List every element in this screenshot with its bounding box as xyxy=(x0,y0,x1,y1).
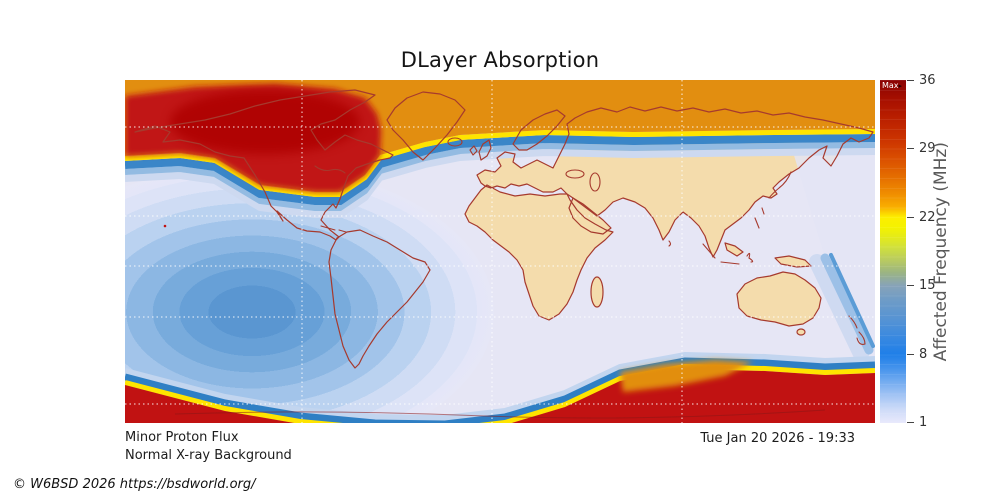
north-polar-band xyxy=(125,80,875,215)
auroral-cell-core xyxy=(170,90,360,154)
map-canvas xyxy=(125,80,875,423)
proton-flux-status: Minor Proton Flux xyxy=(125,430,239,445)
pacific-day-cell xyxy=(125,165,494,423)
condition-annotations: Minor Proton Flux Normal X-ray Backgroun… xyxy=(125,429,292,465)
world-absorption-map xyxy=(125,80,875,423)
tick-dash xyxy=(907,421,914,424)
graticule xyxy=(125,80,875,423)
south-orange-cell xyxy=(620,360,753,392)
copyright-notice: © W6BSD 2026 https://bsdworld.org/ xyxy=(13,477,256,492)
colorbar-tick-22: 22 xyxy=(907,210,936,226)
antarctic-coast-line xyxy=(174,409,826,419)
tick-dash xyxy=(907,216,914,219)
xray-background-status: Normal X-ray Background xyxy=(125,448,292,463)
max-wedge-icon: ▸ xyxy=(898,82,903,90)
colorbar-tick-15: 15 xyxy=(907,278,936,294)
colorbar-tick-8: 8 xyxy=(907,347,927,363)
colorbar-tick-36: 36 xyxy=(907,73,936,89)
page-title: DLayer Absorption xyxy=(400,48,600,72)
tick-dash xyxy=(907,284,914,287)
small-island-marker xyxy=(163,224,167,228)
map-timestamp: Tue Jan 20 2026 - 19:33 xyxy=(700,431,855,446)
coastlines xyxy=(134,89,874,369)
south-polar-band xyxy=(125,355,875,423)
tick-dash xyxy=(907,353,914,356)
colorbar-axis-label: Affected Frequency (MHz) xyxy=(931,141,951,362)
colorbar xyxy=(880,80,906,423)
tick-dash xyxy=(907,79,914,82)
colorbar-tick-1: 1 xyxy=(907,415,927,431)
colorbar-tick-29: 29 xyxy=(907,141,936,157)
colorbar-axis-label-wrap: Affected Frequency (MHz) xyxy=(928,80,954,423)
colorbar-max-label: Max▸ xyxy=(882,81,903,90)
tick-dash xyxy=(907,147,914,150)
